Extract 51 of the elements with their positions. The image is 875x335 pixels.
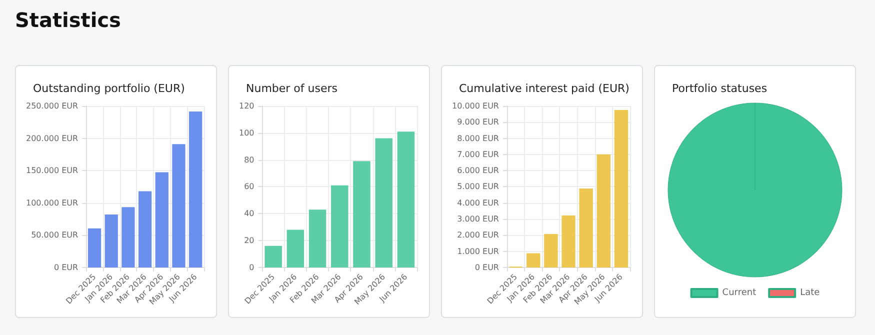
y-tick-label: 20 — [244, 236, 254, 246]
y-tick-label: 10.000 EUR — [452, 102, 500, 110]
y-tick-label: 4.000 EUR — [457, 198, 500, 208]
bar — [138, 191, 152, 268]
y-tick-label: 250.000 EUR — [26, 102, 79, 110]
y-tick-label: 120 — [238, 102, 254, 110]
y-tick-label: 8.000 EUR — [457, 134, 500, 143]
text: Statistics — [15, 8, 121, 32]
y-tick-label: 5.000 EUR — [457, 182, 500, 192]
bar — [614, 110, 628, 268]
y-tick-label: 80 — [244, 155, 254, 164]
bar — [397, 132, 415, 268]
y-tick-label: 100.000 EUR — [26, 198, 79, 208]
y-tick-label: 100 — [238, 128, 254, 138]
bar — [104, 214, 118, 268]
y-tick-label: 150.000 EUR — [26, 166, 79, 176]
bar — [308, 210, 326, 268]
y-tick-label: 50.000 EUR — [31, 230, 79, 240]
y-tick-label: 60 — [244, 182, 254, 192]
bar — [331, 185, 348, 268]
bar — [155, 172, 168, 268]
bar — [579, 188, 593, 268]
y-tick-label: 1.000 EUR — [457, 246, 500, 256]
y-tick-label: 0 EUR — [54, 262, 79, 272]
y-tick-label: 0 — [249, 262, 254, 272]
y-tick-label: 40 — [244, 209, 254, 218]
bar — [596, 154, 610, 268]
bar — [189, 111, 202, 268]
chart-title: Cumulative interest paid (EUR) — [459, 82, 630, 95]
bar — [353, 161, 370, 268]
bar — [264, 246, 282, 268]
y-tick-label: 2.000 EUR — [457, 230, 500, 240]
bar — [375, 138, 392, 268]
bar — [172, 144, 186, 268]
y-tick-label: 9.000 EUR — [457, 118, 500, 127]
legend-label: Late — [800, 288, 820, 298]
bar — [526, 253, 540, 268]
bar — [286, 230, 304, 268]
y-tick-label: 6.000 EUR — [457, 166, 500, 176]
bar — [562, 215, 576, 268]
y-tick-label: 200.000 EUR — [26, 134, 79, 143]
y-tick-label: 0 EUR — [474, 262, 500, 272]
chart-title: Number of users — [246, 82, 338, 95]
chart-title: Outstanding portfolio (EUR) — [33, 82, 185, 95]
bar — [88, 228, 102, 268]
y-tick-label: 3.000 EUR — [457, 214, 500, 224]
chart-title: Portfolio statuses — [672, 82, 768, 95]
legend-label: Current — [722, 288, 757, 298]
y-tick-label: 7.000 EUR — [457, 150, 500, 159]
bar — [122, 207, 135, 268]
bar — [544, 234, 558, 268]
